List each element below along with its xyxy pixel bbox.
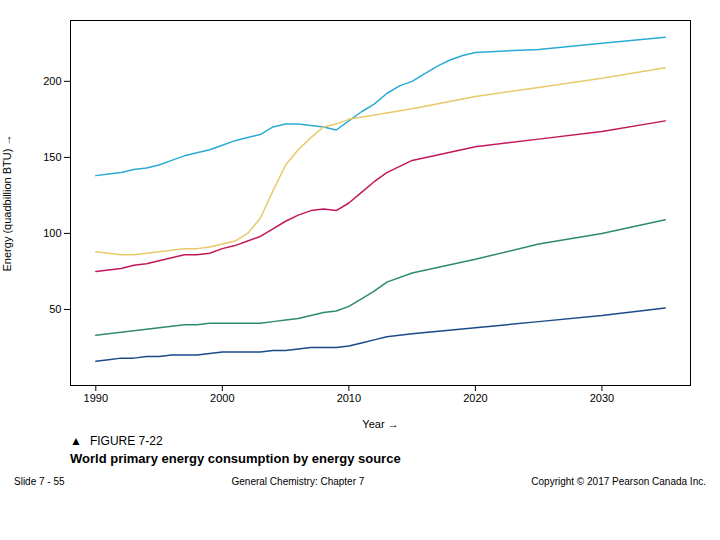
svg-text:2000: 2000 [210,392,234,404]
svg-text:Energy (quadbillion BTU) →: Energy (quadbillion BTU) → [1,135,13,272]
svg-text:Year →: Year → [362,418,398,430]
svg-text:200: 200 [43,75,61,87]
svg-text:1990: 1990 [84,392,108,404]
svg-text:50: 50 [49,303,61,315]
svg-text:2020: 2020 [463,392,487,404]
svg-text:100: 100 [43,227,61,239]
svg-text:2010: 2010 [337,392,361,404]
svg-text:2030: 2030 [590,392,614,404]
html-text:World primary energy consumpti: World primary energy consumption by ener… [70,451,401,466]
html-text:Slide 7 - 55: Slide 7 - 55 [14,476,65,487]
html-text:FIGURE 7-22: FIGURE 7-22 [89,434,163,448]
html-text:General Chemistry: Chapter 7: General Chemistry: Chapter 7 [231,476,365,487]
svg-text:150: 150 [43,151,61,163]
html-text:Copyright © 2017 Pearson Canad: Copyright © 2017 Pearson Canada Inc. [531,476,706,487]
